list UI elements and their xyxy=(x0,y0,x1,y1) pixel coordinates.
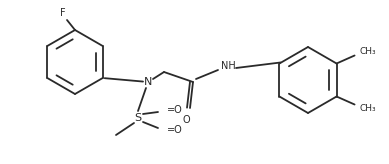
Text: =O: =O xyxy=(167,105,183,115)
Text: F: F xyxy=(60,8,66,18)
Text: NH: NH xyxy=(221,61,235,71)
Text: S: S xyxy=(135,113,142,123)
Text: N: N xyxy=(144,77,152,87)
Text: O: O xyxy=(182,115,190,125)
Text: =O: =O xyxy=(167,125,183,135)
Text: CH₃: CH₃ xyxy=(359,104,376,113)
Text: CH₃: CH₃ xyxy=(359,47,376,56)
